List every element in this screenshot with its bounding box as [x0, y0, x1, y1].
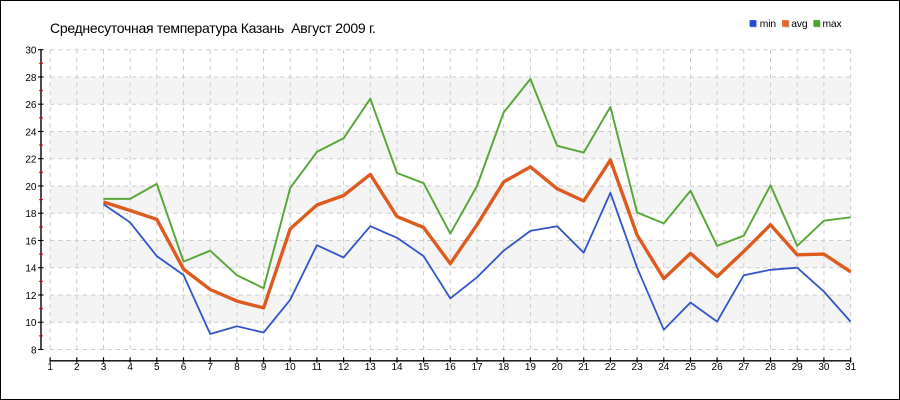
svg-text:14: 14: [391, 362, 403, 373]
svg-text:26: 26: [712, 362, 724, 373]
svg-text:28: 28: [765, 362, 777, 373]
svg-text:17: 17: [471, 362, 483, 373]
svg-text:26: 26: [25, 100, 37, 111]
svg-text:14: 14: [25, 264, 37, 275]
svg-text:30: 30: [818, 362, 830, 373]
svg-text:2: 2: [74, 362, 80, 373]
svg-text:28: 28: [25, 73, 37, 84]
svg-text:10: 10: [285, 362, 297, 373]
svg-text:8: 8: [31, 346, 37, 357]
svg-text:6: 6: [181, 362, 187, 373]
svg-text:1: 1: [47, 362, 53, 373]
svg-text:16: 16: [25, 236, 37, 247]
svg-text:avg: avg: [791, 19, 808, 30]
svg-text:7: 7: [207, 362, 213, 373]
svg-text:25: 25: [685, 362, 697, 373]
svg-text:16: 16: [445, 362, 457, 373]
svg-text:30: 30: [25, 46, 37, 57]
svg-text:13: 13: [365, 362, 377, 373]
svg-text:3: 3: [101, 362, 107, 373]
svg-text:12: 12: [338, 362, 350, 373]
svg-text:18: 18: [498, 362, 510, 373]
svg-text:11: 11: [312, 362, 323, 373]
svg-text:15: 15: [418, 362, 430, 373]
svg-text:22: 22: [25, 155, 37, 166]
svg-text:9: 9: [261, 362, 267, 373]
svg-text:5: 5: [154, 362, 160, 373]
svg-text:19: 19: [525, 362, 537, 373]
svg-text:22: 22: [605, 362, 617, 373]
svg-text:min: min: [760, 19, 777, 30]
svg-text:27: 27: [738, 362, 750, 373]
svg-text:10: 10: [25, 318, 37, 329]
svg-text:4: 4: [127, 362, 133, 373]
svg-text:23: 23: [632, 362, 644, 373]
svg-text:max: max: [823, 19, 843, 30]
svg-text:12: 12: [25, 291, 37, 302]
svg-text:20: 20: [552, 362, 564, 373]
svg-text:8: 8: [234, 362, 240, 373]
svg-text:20: 20: [25, 182, 37, 193]
svg-text:24: 24: [658, 362, 670, 373]
svg-text:21: 21: [578, 362, 590, 373]
svg-text:18: 18: [25, 209, 37, 220]
svg-text:24: 24: [25, 127, 37, 138]
svg-text:31: 31: [845, 362, 857, 373]
svg-text:29: 29: [792, 362, 804, 373]
svg-text:Среднесуточная температура Каз: Среднесуточная температура Казань Август…: [50, 20, 376, 36]
